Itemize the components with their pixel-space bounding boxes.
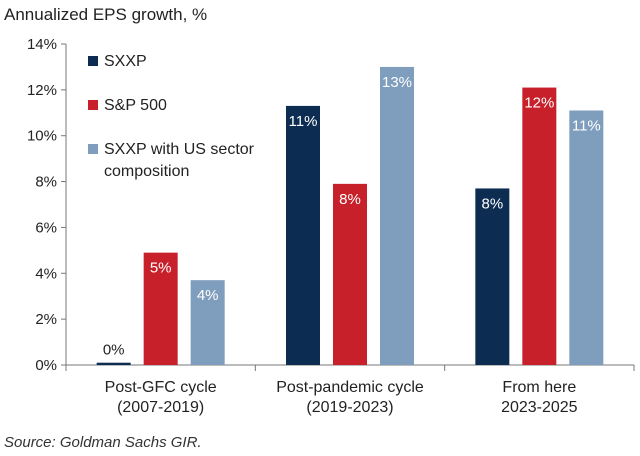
legend-label: S&P 500 [104,97,167,114]
category-label: Post-GFC cycle [105,379,217,396]
legend: SXXP S&P 500 SXXP with US sector compositio… [88,53,255,180]
category-label: 2023-2025 [501,399,578,416]
bar [569,110,604,365]
bar [143,252,178,365]
bar [190,280,225,365]
category-label: Post-pandemic cycle [276,379,424,396]
legend-label: SXXP with US sector [104,141,255,158]
category-label: (2007-2019) [117,399,204,416]
bar [475,188,510,365]
data-label: 13% [382,74,412,91]
bars: 0% 5% 4% 11% 8% 13% 8% 12% 11% [96,66,604,366]
data-label: 11% [572,117,601,134]
bar [286,105,320,366]
bar [96,362,131,365]
y-tick-label: 0% [35,357,57,374]
y-tick-label: 14% [27,36,57,53]
legend-label: composition [104,163,189,180]
bar [522,87,557,366]
data-label: 8% [481,195,503,212]
y-tick-label: 6% [35,219,57,236]
y-tick-label: 8% [35,174,57,191]
y-tick-label: 10% [27,128,57,145]
data-label: 0% [103,342,125,359]
y-tick-label: 2% [35,311,57,328]
chart-title: Annualized EPS growth, % [4,5,207,24]
bar [380,66,414,365]
data-label: 11% [289,113,318,130]
data-label: 4% [197,287,219,304]
data-label: 5% [150,260,172,277]
data-label: 8% [339,191,361,208]
legend-label: SXXP [104,53,147,70]
legend-swatch [88,100,98,110]
data-label: 12% [524,95,554,112]
legend-swatch [88,56,98,66]
legend-swatch [88,144,98,154]
source-note: Source: Goldman Sachs GIR. [4,434,202,451]
category-label: (2019-2023) [306,399,393,416]
category-label: From here [502,379,576,396]
y-tick-label: 12% [27,82,57,99]
y-tick-label: 4% [35,265,57,282]
bar [333,183,367,365]
